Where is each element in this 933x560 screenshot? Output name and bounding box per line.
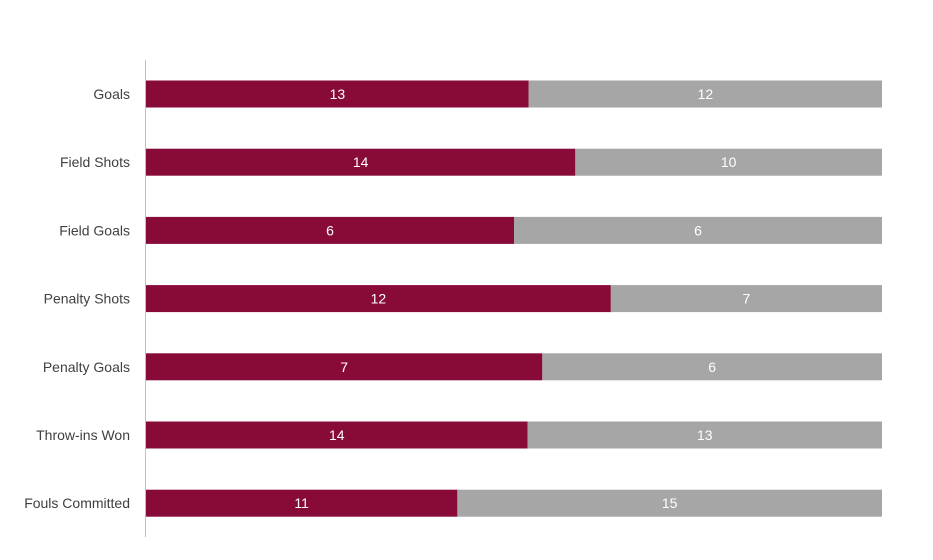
data-label: 12 [698, 86, 714, 102]
bar-segment-team-a [146, 148, 576, 176]
data-label: 6 [694, 222, 702, 238]
data-label: 7 [743, 291, 751, 307]
category-label: Fouls Committed [24, 495, 130, 511]
data-label: 13 [697, 427, 713, 443]
bar-segment-team-b [542, 353, 882, 381]
bar-segment-team-a [146, 285, 611, 313]
bar-segment-team-b [527, 421, 882, 449]
bar-segment-team-b [457, 489, 882, 517]
bar-segment-team-a [146, 489, 458, 517]
data-label: 6 [326, 222, 334, 238]
bar-segment-team-b [528, 80, 882, 108]
data-label: 7 [340, 359, 348, 375]
data-label: 12 [371, 291, 387, 307]
bar-segment-team-a [146, 421, 528, 449]
data-label: 10 [721, 154, 737, 170]
bar-segment-team-a [146, 353, 543, 381]
bar-segment-team-a [146, 216, 514, 244]
data-label: 15 [662, 495, 678, 511]
data-label: 6 [708, 359, 716, 375]
data-label: 14 [329, 427, 345, 443]
category-label: Goals [93, 86, 130, 102]
data-label: 11 [294, 495, 309, 511]
category-label: Throw-ins Won [36, 427, 130, 443]
bar-segment-team-b [610, 285, 882, 313]
bar-segment-team-a [146, 80, 529, 108]
bar-segment-team-b [514, 216, 882, 244]
category-label: Field Goals [59, 222, 130, 238]
bar-segment-team-b [575, 148, 882, 176]
data-label: 14 [353, 154, 369, 170]
category-label: Field Shots [60, 154, 130, 170]
data-label: 13 [330, 86, 346, 102]
category-label: Penalty Goals [43, 359, 130, 375]
category-label: Penalty Shots [44, 291, 130, 307]
